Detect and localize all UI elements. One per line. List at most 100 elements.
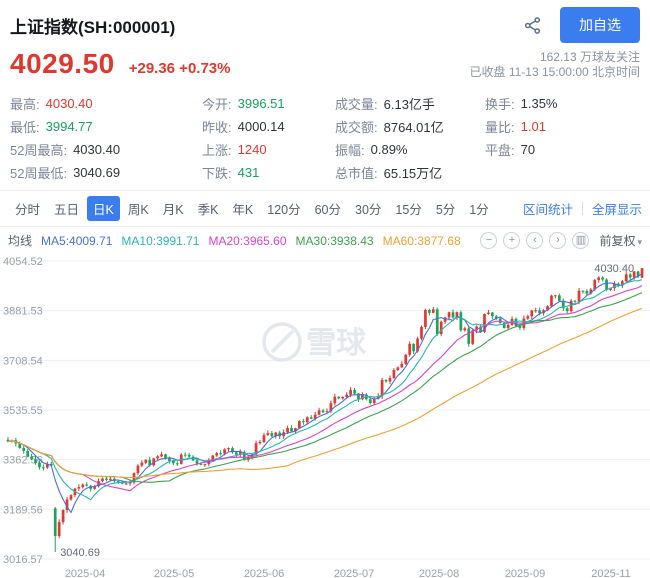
candle-body (309, 417, 313, 419)
candle-body (49, 463, 53, 466)
candle-body (6, 439, 10, 442)
candle-body (203, 464, 207, 466)
zoom-out-icon[interactable]: − (480, 232, 498, 249)
zoom-in-icon[interactable]: + (503, 232, 521, 249)
ma-legend-item: MA20:3965.60 (208, 233, 287, 248)
tab-15分[interactable]: 15分 (395, 203, 422, 217)
candle-body (628, 274, 632, 278)
candle-body (518, 326, 522, 329)
candle-body (376, 396, 380, 399)
page-title: 上证指数(SH:000001) (10, 17, 176, 37)
pan-right-icon[interactable]: › (549, 232, 567, 249)
indicator-icon[interactable]: ▥ (572, 232, 590, 249)
tab-月K[interactable]: 月K (162, 203, 184, 217)
stats-column: 最高: 4030.40 最低: 3994.77 52周最高: 4030.40 52周最低: 3… (10, 92, 202, 184)
candle-body (156, 456, 159, 459)
candle-body (420, 326, 423, 339)
candlestick-chart[interactable]: 雪球4054.523881.533708.543535.553362.56318… (0, 251, 650, 578)
candle-body (372, 398, 376, 403)
stat-label: 昨收: (202, 120, 232, 135)
candle-body (435, 309, 439, 335)
stats-column: 今开: 3996.51 昨收: 4000.14 上涨: 1240 下跌: 431 (202, 92, 335, 184)
stat-label: 最低: (10, 120, 40, 135)
tab-周K[interactable]: 周K (127, 203, 149, 217)
pan-left-icon[interactable]: ‹ (526, 232, 544, 249)
stat-label: 换手: (485, 97, 515, 112)
tab-120分[interactable]: 120分 (267, 203, 301, 217)
candle-body (77, 487, 81, 489)
candle-body (242, 452, 246, 460)
ma5-line (7, 273, 643, 514)
candle-body (597, 277, 601, 281)
candle-body (286, 427, 289, 433)
stat-value: 1.35% (520, 96, 558, 111)
tab-60分[interactable]: 60分 (314, 203, 342, 217)
candle-body (554, 295, 557, 297)
candle-body (609, 288, 612, 290)
candle-body (577, 290, 581, 302)
candle-body (329, 403, 333, 412)
tab-分时[interactable]: 分时 (15, 203, 41, 217)
candle-body (361, 394, 364, 400)
candle-body (573, 300, 577, 302)
candle-body (487, 312, 490, 314)
candle-body (93, 486, 96, 489)
candle-body (160, 454, 163, 457)
candle-body (109, 478, 112, 480)
candle-body (69, 495, 73, 500)
candle-body (613, 283, 616, 289)
candle-body (589, 289, 593, 294)
candle-body (168, 458, 171, 461)
tab-30分[interactable]: 30分 (355, 203, 382, 217)
candle-body (136, 465, 140, 474)
candle-body (345, 394, 349, 397)
current-price: 4029.50 (10, 48, 115, 79)
add-watchlist-button[interactable]: 加自选 (560, 7, 640, 43)
candle-body (404, 354, 408, 364)
candle-body (447, 312, 451, 318)
ma-legend-title[interactable]: 均线 (8, 234, 33, 248)
ma-legend-item: MA10:3991.71 (121, 233, 200, 248)
candle-body (491, 312, 494, 317)
stat-value: 1.01 (520, 119, 546, 134)
chart-toolbar: − + ‹ › ▥ (474, 232, 590, 249)
tab-季K[interactable]: 季K (197, 203, 219, 217)
candle-body (475, 326, 478, 331)
candle-body (585, 291, 589, 294)
tab-日K[interactable]: 日K (87, 196, 120, 221)
candle-body (128, 482, 132, 484)
stat-item: 成交额: 8764.01亿 (335, 115, 485, 138)
period-tabbar: 分时 五日 日K 周K 月K 季K 年K 120分 60分 30分 15分 5分 1分 区间统计 全屏显示 (0, 190, 650, 227)
candle-body (349, 390, 352, 395)
tab-5分[interactable]: 5分 (435, 203, 456, 217)
candle-body (258, 442, 262, 444)
tab-年K[interactable]: 年K (232, 203, 254, 217)
ma-legend-item: MA30:3938.43 (295, 233, 374, 248)
ma-legend-item: MA5:4009.71 (41, 233, 113, 248)
tab-五日[interactable]: 五日 (54, 203, 80, 217)
adjust-type-dropdown[interactable]: 前复权 ▾ (599, 232, 642, 249)
stat-value: 0.89% (370, 142, 408, 157)
link-区间统计[interactable]: 区间统计 (522, 203, 573, 217)
candle-body (53, 508, 57, 537)
candle-body (97, 481, 100, 487)
stats-column: 换手: 1.35% 量比: 1.01 平盘: 70 (485, 92, 558, 184)
stat-value: 3040.69 (73, 165, 121, 180)
candle-body (65, 499, 69, 511)
price-change: +29.36 +0.73% (128, 60, 231, 77)
candle-body (223, 449, 226, 454)
stat-value: 3994.77 (45, 119, 93, 134)
candle-body (26, 450, 30, 457)
candle-body (337, 396, 341, 399)
share-icon[interactable] (523, 16, 542, 35)
y-axis-label: 3189.56 (3, 504, 43, 516)
candle-body (620, 281, 624, 286)
stat-value: 6.13亿手 (383, 97, 435, 112)
stat-value: 4030.40 (73, 142, 121, 157)
candle-body (640, 268, 644, 278)
candle-body (601, 277, 604, 280)
link-全屏显示[interactable]: 全屏显示 (591, 203, 642, 217)
tab-1分[interactable]: 1分 (469, 203, 489, 217)
candle-body (412, 343, 415, 352)
x-axis-label: 2025-04 (65, 568, 105, 578)
